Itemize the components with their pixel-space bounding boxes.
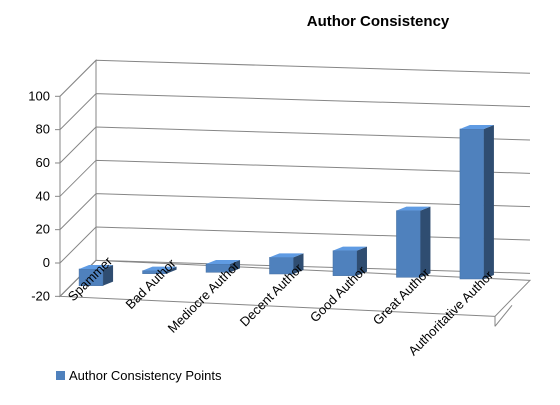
legend-swatch bbox=[56, 371, 65, 380]
bar bbox=[332, 246, 367, 276]
gridline bbox=[59, 93, 531, 130]
gridline bbox=[59, 226, 531, 264]
bar-side bbox=[420, 206, 431, 278]
bar bbox=[396, 206, 431, 278]
chart-walls bbox=[58, 59, 532, 327]
bar-top bbox=[79, 265, 114, 269]
gridline bbox=[59, 259, 531, 297]
legend-label: Author Consistency Points bbox=[69, 368, 222, 383]
floor-front-edge bbox=[494, 305, 513, 327]
bar-top bbox=[206, 259, 241, 264]
bar-top bbox=[269, 253, 304, 258]
bar bbox=[459, 124, 494, 280]
y-tick-label: 40 bbox=[36, 188, 50, 203]
bar bbox=[269, 253, 304, 275]
bar bbox=[205, 259, 241, 273]
y-tick-label: 0 bbox=[43, 255, 50, 270]
bar-side bbox=[293, 253, 304, 274]
gridline bbox=[59, 193, 531, 231]
gridline bbox=[59, 159, 531, 197]
bar bbox=[78, 265, 114, 286]
legend: Author Consistency Points bbox=[56, 368, 222, 383]
bar-side bbox=[483, 124, 494, 279]
chart-title: Author Consistency bbox=[307, 13, 450, 30]
bar-top bbox=[459, 124, 494, 129]
bar-top bbox=[332, 246, 367, 251]
bar-front bbox=[332, 250, 358, 276]
gridline bbox=[59, 59, 531, 97]
gridline bbox=[59, 126, 531, 164]
bars bbox=[78, 124, 494, 286]
bar-side bbox=[356, 246, 367, 276]
y-axis-ticks: -20 0 20 40 60 80 100 bbox=[28, 88, 50, 303]
gridlines bbox=[55, 59, 531, 297]
bar-side bbox=[166, 266, 177, 274]
y-tick-label: 100 bbox=[28, 88, 50, 103]
y-tick-label: 20 bbox=[36, 222, 50, 237]
bar-side bbox=[230, 259, 241, 273]
bar-top bbox=[142, 266, 177, 271]
category-label: Bad Author bbox=[123, 255, 180, 312]
y-tick-label: 80 bbox=[36, 122, 50, 137]
bar-top bbox=[396, 206, 431, 211]
bar-front bbox=[459, 128, 485, 280]
y-tick-label: -20 bbox=[31, 288, 50, 303]
y-tick-label: 60 bbox=[36, 155, 50, 170]
bar bbox=[142, 266, 177, 274]
bar-front bbox=[396, 210, 421, 278]
bar-side bbox=[103, 265, 114, 286]
